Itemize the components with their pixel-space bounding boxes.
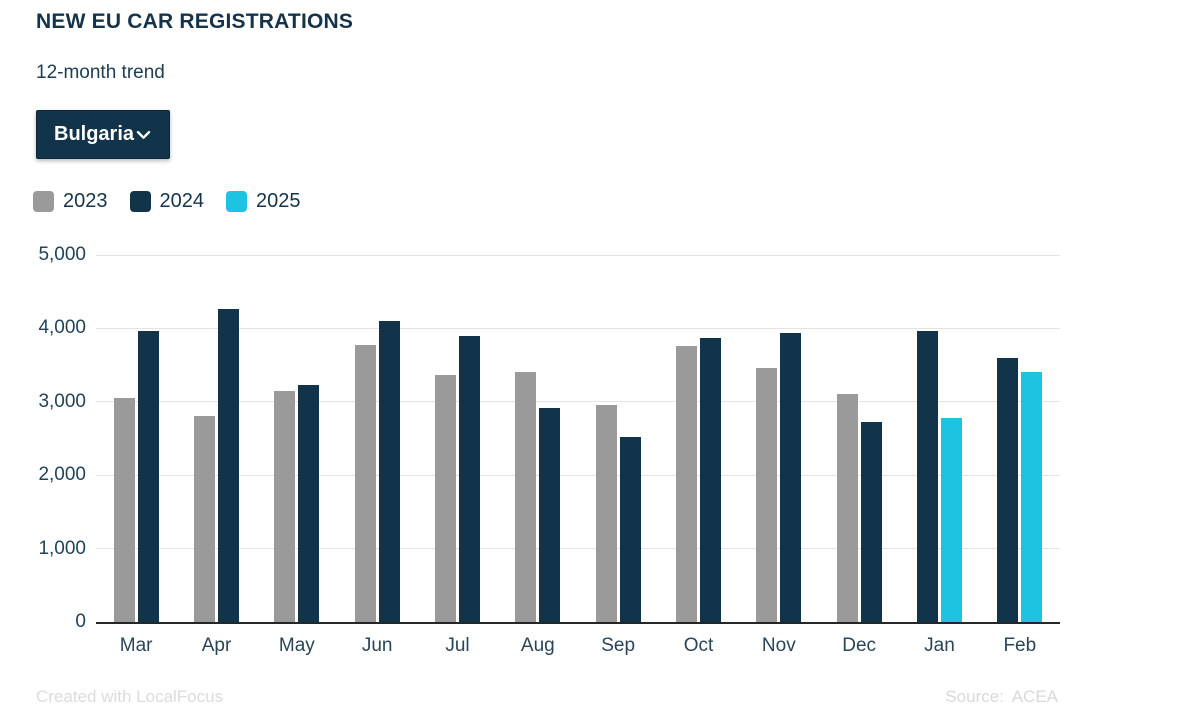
x-axis-label-may: May	[278, 635, 315, 656]
bar-jan-2024[interactable]	[917, 331, 938, 622]
bar-aug-2024[interactable]	[539, 408, 561, 622]
x-axis-label-aug: Aug	[520, 635, 555, 656]
bar-jun-2024[interactable]	[378, 321, 400, 622]
chevron-down-icon	[134, 125, 153, 144]
x-axis-label-jan: Jan	[924, 635, 955, 656]
bar-feb-2024[interactable]	[997, 358, 1019, 622]
legend-swatch-2024	[129, 191, 151, 212]
gridline-2000	[96, 474, 1060, 476]
chart-subtitle: 12-month trend	[36, 62, 165, 83]
y-axis-tick-label: 1,000	[38, 537, 86, 559]
gridline-5000	[96, 254, 1060, 256]
bar-apr-2023[interactable]	[194, 416, 215, 622]
x-axis-label-nov: Nov	[761, 635, 796, 656]
bar-dec-2024[interactable]	[860, 422, 882, 622]
created-with-localfocus-link[interactable]: Created with LocalFocus	[36, 687, 224, 706]
chart-legend: 2023 2024 2025	[33, 190, 301, 213]
x-axis-label-jul: Jul	[445, 635, 470, 656]
legend-label: 2023	[63, 190, 108, 212]
gridline-4000	[96, 327, 1060, 329]
legend-label: 2024	[159, 190, 205, 212]
x-axis-label-jun: Jun	[361, 635, 393, 656]
bar-jul-2024[interactable]	[459, 336, 480, 622]
bar-may-2024[interactable]	[298, 385, 320, 622]
bar-jun-2023[interactable]	[354, 345, 376, 622]
bar-dec-2023[interactable]	[836, 394, 858, 622]
bar-sep-2023[interactable]	[595, 405, 617, 622]
legend-item-2025: 2025	[226, 190, 301, 213]
x-axis-label-mar: Mar	[119, 635, 153, 656]
country-dropdown[interactable]: Bulgaria	[36, 110, 170, 159]
chart-title: NEW EU CAR REGISTRATIONS	[36, 10, 354, 33]
gridline-1000	[96, 548, 1060, 550]
source-label: Source: ACEA	[945, 687, 1058, 706]
bar-mar-2024[interactable]	[137, 331, 159, 622]
bar-jul-2023[interactable]	[435, 375, 456, 622]
bar-apr-2024[interactable]	[218, 309, 239, 622]
legend-label: 2025	[256, 190, 301, 212]
country-dropdown-value: Bulgaria	[54, 123, 135, 145]
bar-may-2023[interactable]	[274, 391, 296, 622]
bar-jan-2025[interactable]	[941, 418, 962, 622]
y-axis-tick-label: 0	[75, 611, 86, 632]
bar-aug-2023[interactable]	[515, 372, 537, 622]
legend-item-2024: 2024	[129, 190, 205, 213]
x-axis-label-feb: Feb	[1003, 635, 1037, 656]
y-axis-tick-label: 4,000	[38, 317, 86, 339]
x-axis-label-oct: Oct	[683, 635, 714, 656]
legend-swatch-2025	[226, 191, 247, 212]
bar-nov-2023[interactable]	[756, 368, 778, 622]
legend-item-2023: 2023	[33, 190, 108, 213]
bar-feb-2025[interactable]	[1021, 372, 1043, 622]
y-axis-tick-label: 2,000	[38, 464, 86, 486]
x-axis-label-apr: Apr	[201, 635, 232, 656]
y-axis-tick-label: 5,000	[38, 244, 86, 265]
gridline-3000	[96, 401, 1060, 403]
bar-sep-2024[interactable]	[619, 437, 641, 622]
x-axis-line	[96, 622, 1060, 624]
bar-oct-2024[interactable]	[700, 338, 721, 622]
y-axis-tick-label: 3,000	[38, 390, 86, 412]
legend-swatch-2023	[33, 191, 54, 212]
bar-nov-2024[interactable]	[780, 333, 802, 622]
x-axis-label-sep: Sep	[601, 635, 636, 656]
bar-oct-2023[interactable]	[676, 346, 697, 622]
x-axis-label-dec: Dec	[842, 635, 877, 656]
bar-mar-2023[interactable]	[113, 398, 135, 622]
